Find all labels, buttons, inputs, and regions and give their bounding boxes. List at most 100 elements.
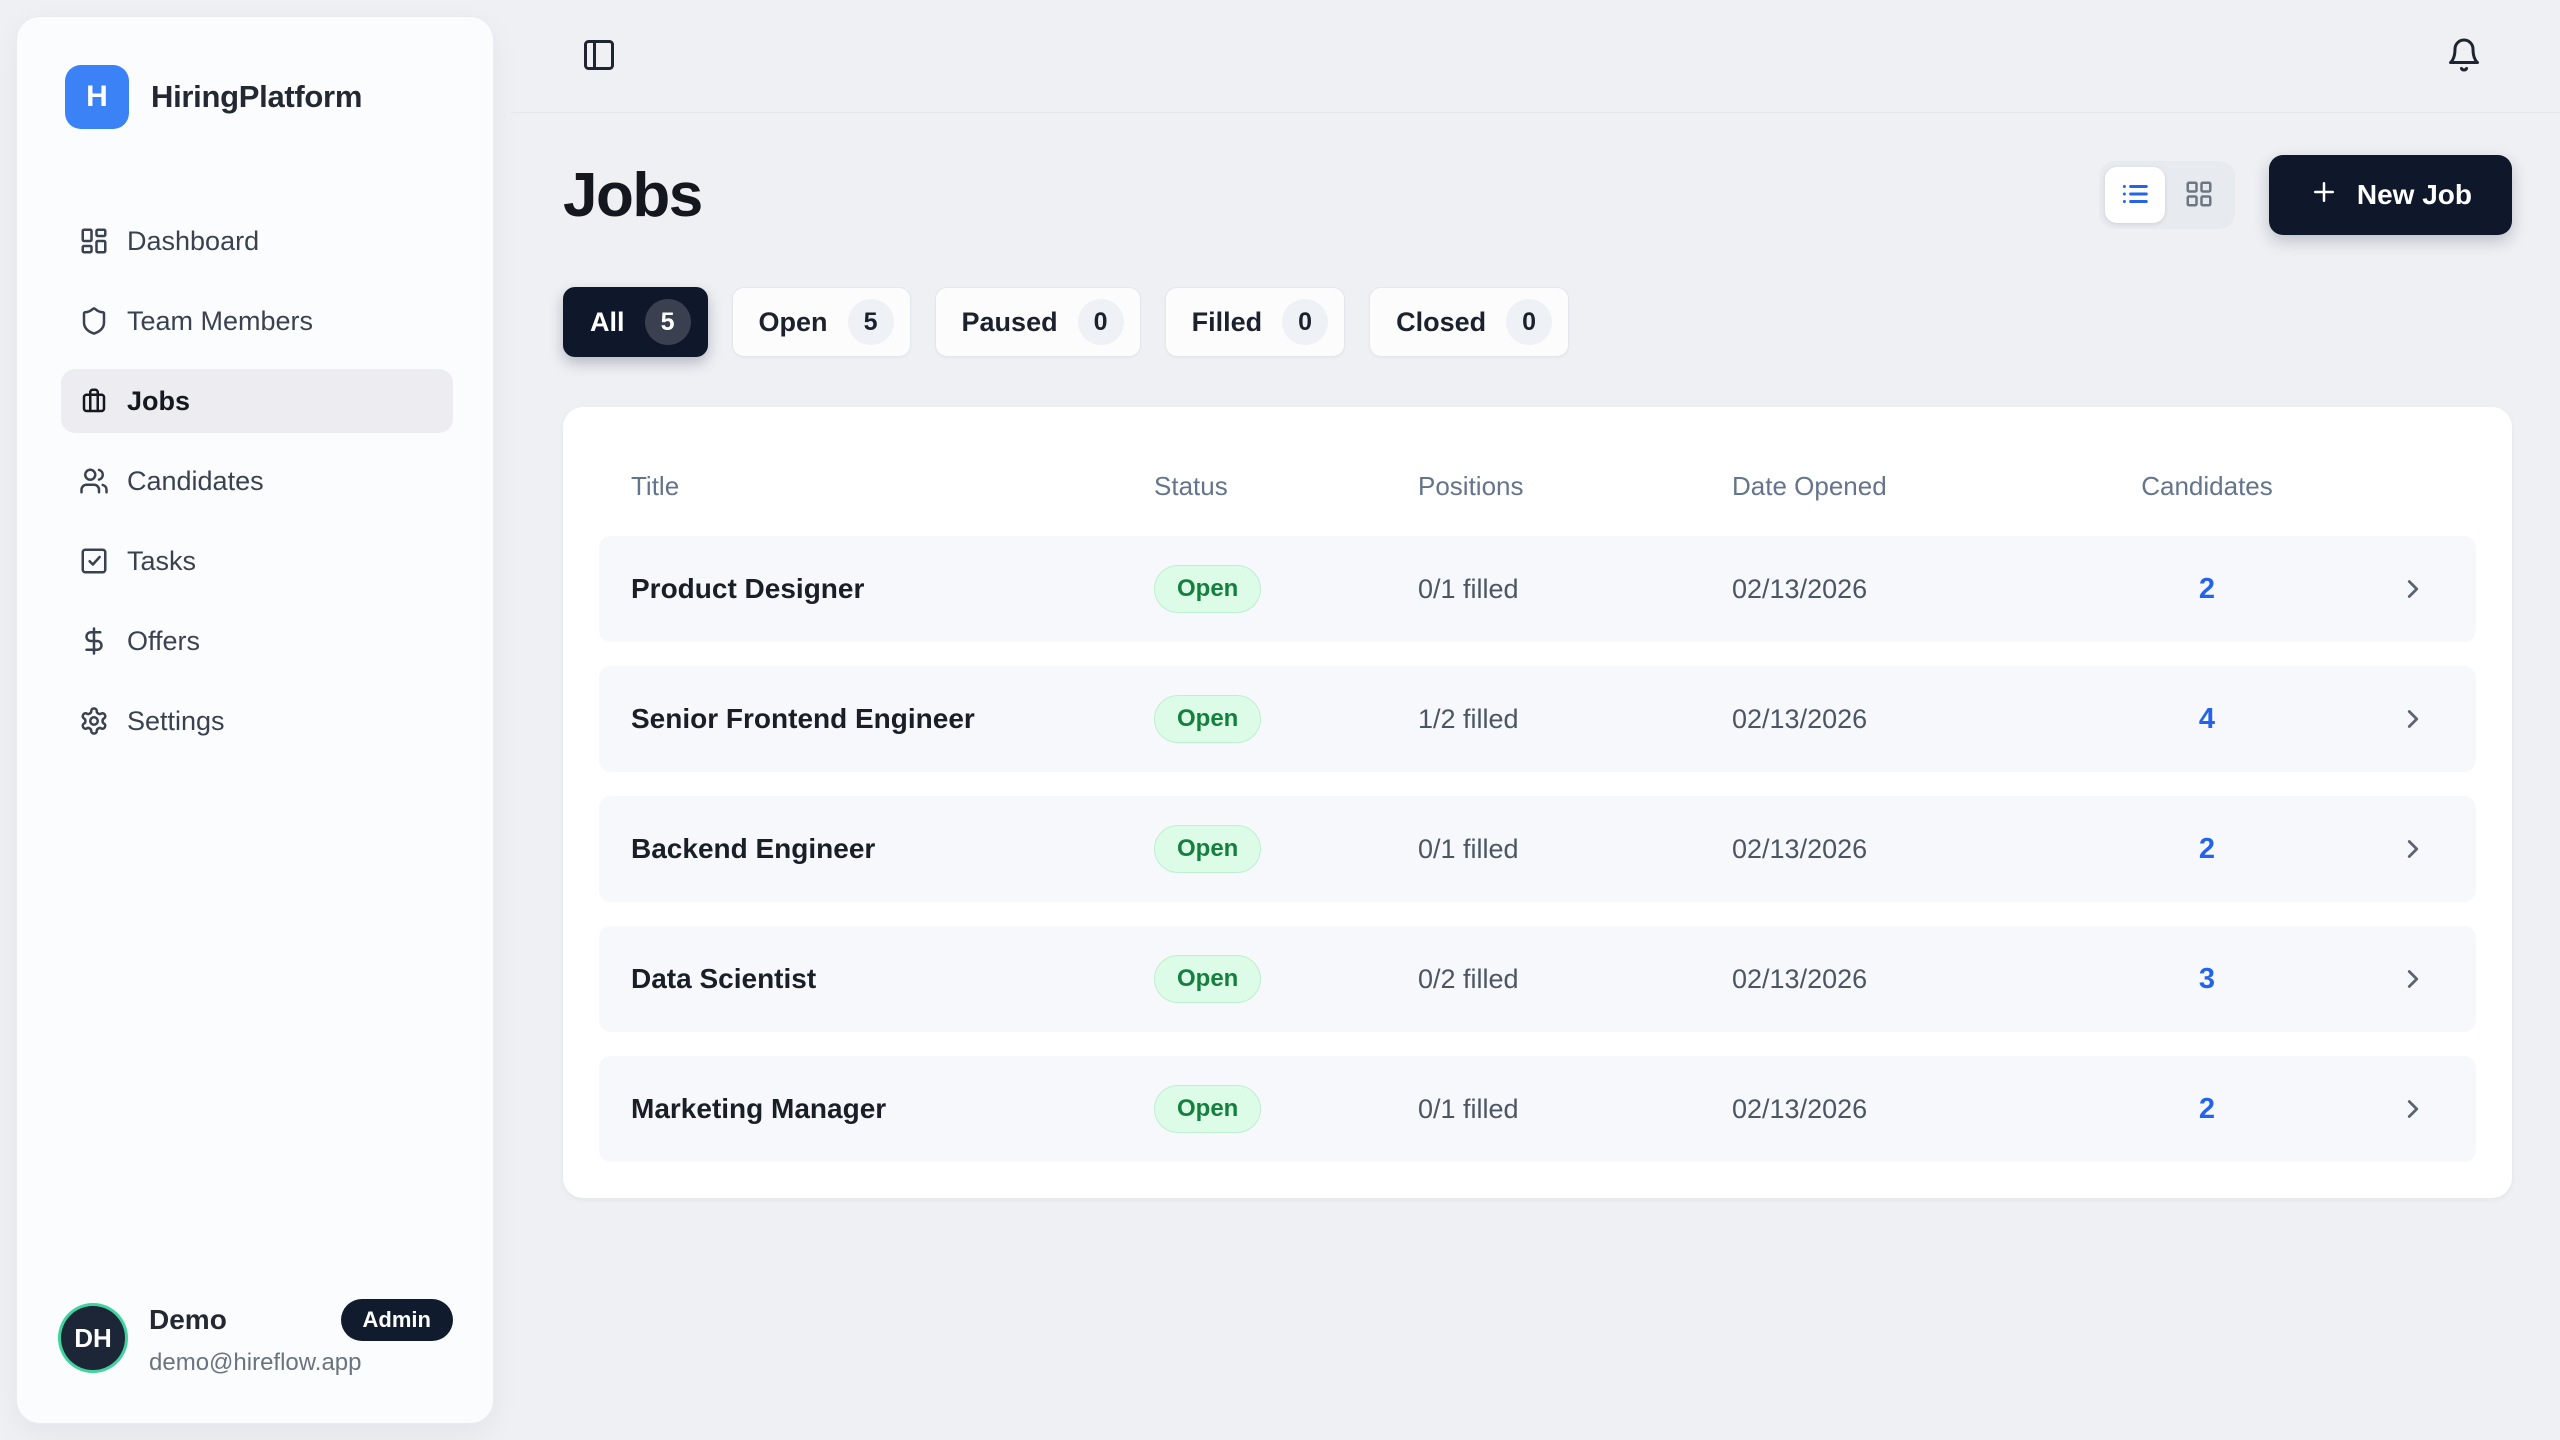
column-header-date-opened: Date Opened	[1732, 471, 1887, 501]
header-actions: New Job	[2098, 155, 2512, 235]
job-title: Marketing Manager	[631, 1093, 887, 1124]
filter-tab-all[interactable]: All 5	[563, 287, 708, 357]
avatar: DH	[61, 1306, 125, 1370]
table-row[interactable]: Product Designer Open 0/1 filled 02/13/2…	[599, 536, 2476, 642]
filter-count-badge: 0	[1282, 299, 1329, 345]
sidebar-item-label: Team Members	[127, 305, 314, 336]
app-logo-icon: H	[65, 65, 129, 129]
table-row[interactable]: Backend Engineer Open 0/1 filled 02/13/2…	[599, 796, 2476, 902]
filter-count-badge: 5	[644, 299, 691, 345]
page-content: Jobs New Job All 5 Open 5 Paused 0 Fille…	[511, 113, 2560, 1198]
positions-cell: 0/1 filled	[1418, 833, 1519, 864]
status-badge: Open	[1154, 695, 1262, 743]
list-view-icon	[2120, 179, 2150, 212]
positions-cell: 0/2 filled	[1418, 963, 1519, 994]
user-card[interactable]: DH Demo Admin demo@hireflow.app	[17, 1299, 493, 1423]
status-badge: Open	[1154, 825, 1262, 873]
positions-cell: 0/1 filled	[1418, 1093, 1519, 1124]
job-title: Product Designer	[631, 573, 865, 604]
shield-icon	[79, 306, 109, 336]
notifications-button[interactable]	[2440, 31, 2488, 82]
grid-view-icon	[2184, 179, 2214, 212]
table-row[interactable]: Senior Frontend Engineer Open 1/2 filled…	[599, 666, 2476, 772]
candidates-count: 2	[2198, 1092, 2216, 1125]
filter-count-badge: 0	[1077, 299, 1124, 345]
plus-icon	[2309, 177, 2339, 214]
status-badge: Open	[1154, 1085, 1262, 1133]
candidates-count: 2	[2198, 832, 2216, 865]
jobs-table: Title Status Positions Date Opened Candidate…	[563, 407, 2512, 1198]
briefcase-icon	[79, 386, 109, 416]
app-title: HiringPlatform	[151, 79, 363, 114]
user-name: Demo	[149, 1304, 227, 1335]
filter-tab-closed[interactable]: Closed 0	[1369, 287, 1570, 357]
sidebar-toggle-button[interactable]	[575, 31, 623, 82]
sidebar: H HiringPlatform Dashboard Team Members …	[16, 16, 494, 1424]
sidebar-item-label: Candidates	[127, 465, 264, 496]
filter-tab-label: Open	[758, 306, 828, 337]
filter-tab-label: Filled	[1191, 306, 1263, 337]
table-row[interactable]: Data Scientist Open 0/2 filled 02/13/202…	[599, 926, 2476, 1032]
gear-icon	[79, 706, 109, 736]
sidebar-item-label: Settings	[127, 705, 225, 736]
chevron-right-icon[interactable]	[2398, 1094, 2444, 1124]
sidebar-item-jobs[interactable]: Jobs	[61, 369, 453, 433]
table-body: Product Designer Open 0/1 filled 02/13/2…	[599, 536, 2476, 1162]
candidates-count: 4	[2198, 702, 2216, 735]
sidebar-item-dashboard[interactable]: Dashboard	[61, 209, 453, 273]
dashboard-icon	[79, 226, 109, 256]
table-row[interactable]: Marketing Manager Open 0/1 filled 02/13/…	[599, 1056, 2476, 1162]
sidebar-item-tasks[interactable]: Tasks	[61, 529, 453, 593]
date-opened-cell: 02/13/2026	[1732, 833, 1868, 864]
sidebar-item-label: Dashboard	[127, 225, 260, 256]
page-header: Jobs New Job	[563, 155, 2512, 235]
date-opened-cell: 02/13/2026	[1732, 1093, 1868, 1124]
filter-count-badge: 5	[847, 299, 894, 345]
chevron-right-icon[interactable]	[2398, 834, 2444, 864]
sidebar-item-label: Offers	[127, 625, 201, 656]
status-badge: Open	[1154, 565, 1262, 613]
grid-view-button[interactable]	[2169, 167, 2229, 223]
user-info: Demo Admin demo@hireflow.app	[149, 1299, 453, 1377]
date-opened-cell: 02/13/2026	[1732, 573, 1868, 604]
job-title: Backend Engineer	[631, 833, 876, 864]
filter-tab-filled[interactable]: Filled 0	[1164, 287, 1346, 357]
task-check-icon	[79, 546, 109, 576]
chevron-right-icon[interactable]	[2398, 704, 2444, 734]
filter-tab-open[interactable]: Open 5	[731, 287, 911, 357]
app-logo: H HiringPlatform	[17, 17, 493, 129]
filter-tab-label: Closed	[1396, 306, 1487, 337]
chevron-right-icon[interactable]	[2398, 574, 2444, 604]
topbar	[511, 0, 2560, 113]
job-title: Senior Frontend Engineer	[631, 703, 975, 734]
candidates-count: 3	[2198, 962, 2216, 995]
filter-count-badge: 0	[1506, 299, 1553, 345]
bell-icon	[2446, 37, 2482, 76]
sidebar-item-candidates[interactable]: Candidates	[61, 449, 453, 513]
new-job-button[interactable]: New Job	[2268, 155, 2512, 235]
job-title: Data Scientist	[631, 963, 817, 994]
filter-tab-paused[interactable]: Paused 0	[934, 287, 1141, 357]
panel-toggle-icon	[581, 37, 617, 76]
filter-tab-label: All	[590, 306, 625, 337]
column-header-status: Status	[1154, 471, 1228, 501]
main-area: Jobs New Job All 5 Open 5 Paused 0 Fille…	[511, 0, 2560, 1440]
user-email: demo@hireflow.app	[149, 1349, 362, 1376]
dollar-icon	[79, 626, 109, 656]
positions-cell: 0/1 filled	[1418, 573, 1519, 604]
sidebar-item-settings[interactable]: Settings	[61, 689, 453, 753]
table-header-row: Title Status Positions Date Opened Candidate…	[599, 443, 2476, 536]
date-opened-cell: 02/13/2026	[1732, 963, 1868, 994]
sidebar-item-offers[interactable]: Offers	[61, 609, 453, 673]
sidebar-item-team-members[interactable]: Team Members	[61, 289, 453, 353]
view-toggle	[2098, 161, 2235, 229]
sidebar-item-label: Tasks	[127, 545, 197, 576]
page-title: Jobs	[563, 160, 703, 230]
status-filter-tabs: All 5 Open 5 Paused 0 Filled 0 Closed 0	[563, 287, 2512, 357]
chevron-right-icon[interactable]	[2398, 964, 2444, 994]
users-icon	[79, 466, 109, 496]
column-header-positions: Positions	[1418, 471, 1524, 501]
column-header-candidates: Candidates	[2141, 471, 2273, 501]
list-view-button[interactable]	[2104, 167, 2165, 223]
positions-cell: 1/2 filled	[1418, 703, 1519, 734]
